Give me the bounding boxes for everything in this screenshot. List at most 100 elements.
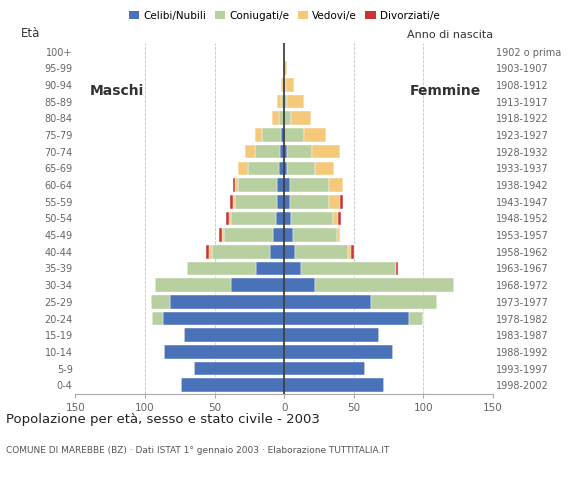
Text: Anno di nascita: Anno di nascita — [407, 30, 493, 40]
Bar — [284, 78, 285, 92]
Bar — [248, 161, 278, 175]
Bar — [284, 228, 292, 242]
Bar — [281, 78, 283, 92]
Bar — [351, 245, 354, 259]
Bar — [209, 245, 212, 259]
Bar — [290, 178, 329, 192]
Bar — [262, 128, 281, 142]
Bar — [151, 295, 170, 309]
Bar — [271, 111, 278, 125]
Bar — [278, 111, 284, 125]
Bar — [284, 312, 409, 325]
Bar — [270, 245, 284, 259]
Bar — [284, 145, 287, 158]
Bar — [277, 95, 281, 108]
Bar — [233, 195, 235, 208]
Bar — [155, 278, 231, 292]
Bar — [312, 145, 340, 158]
Bar — [284, 61, 287, 75]
Bar — [301, 262, 396, 276]
Bar — [329, 178, 343, 192]
Bar — [184, 328, 284, 342]
Bar — [329, 195, 340, 208]
Bar — [284, 95, 287, 108]
Bar — [230, 195, 233, 208]
Bar — [339, 212, 341, 225]
Bar — [278, 161, 284, 175]
Bar — [281, 128, 284, 142]
Bar — [284, 362, 365, 375]
Text: Popolazione per età, sesso e stato civile - 2003: Popolazione per età, sesso e stato civil… — [6, 413, 320, 426]
Bar — [187, 262, 256, 276]
Bar — [226, 212, 229, 225]
Bar — [231, 212, 276, 225]
Bar — [194, 362, 284, 375]
Bar — [333, 212, 339, 225]
Bar — [283, 78, 284, 92]
Bar — [255, 145, 280, 158]
Bar — [340, 195, 343, 208]
Bar — [292, 228, 337, 242]
Bar — [276, 212, 284, 225]
Bar — [284, 111, 291, 125]
Bar — [256, 262, 284, 276]
Bar — [287, 161, 315, 175]
Bar — [231, 278, 284, 292]
Bar — [238, 161, 248, 175]
Bar — [284, 195, 290, 208]
Bar — [284, 262, 301, 276]
Bar — [235, 195, 277, 208]
Bar — [348, 245, 351, 259]
Bar — [245, 145, 255, 158]
Bar — [304, 128, 326, 142]
Text: Età: Età — [21, 27, 41, 40]
Text: COMUNE DI MAREBBE (BZ) · Dati ISTAT 1° gennaio 2003 · Elaborazione TUTTITALIA.IT: COMUNE DI MAREBBE (BZ) · Dati ISTAT 1° g… — [6, 446, 389, 456]
Bar — [284, 345, 393, 359]
Bar — [285, 78, 294, 92]
Bar — [409, 312, 423, 325]
Bar — [281, 95, 284, 108]
Bar — [170, 295, 284, 309]
Bar — [287, 95, 304, 108]
Bar — [277, 195, 284, 208]
Bar — [206, 245, 209, 259]
Bar — [315, 161, 334, 175]
Bar — [284, 128, 304, 142]
Bar — [229, 212, 231, 225]
Bar — [396, 262, 398, 276]
Bar — [284, 178, 290, 192]
Bar — [284, 212, 291, 225]
Bar — [273, 228, 284, 242]
Bar — [371, 295, 437, 309]
Bar — [222, 228, 224, 242]
Bar — [295, 245, 348, 259]
Bar — [163, 312, 284, 325]
Text: Femmine: Femmine — [409, 84, 481, 98]
Bar — [181, 378, 284, 392]
Bar — [291, 212, 333, 225]
Text: Maschi: Maschi — [89, 84, 144, 98]
Bar — [284, 161, 287, 175]
Bar — [287, 145, 312, 158]
Bar — [165, 345, 284, 359]
Bar — [219, 228, 222, 242]
Bar — [284, 245, 295, 259]
Bar — [280, 145, 284, 158]
Bar — [152, 312, 163, 325]
Bar — [284, 295, 371, 309]
Bar — [224, 228, 273, 242]
Bar — [284, 378, 385, 392]
Legend: Celibi/Nubili, Coniugati/e, Vedovi/e, Divorziati/e: Celibi/Nubili, Coniugati/e, Vedovi/e, Di… — [125, 6, 444, 24]
Bar — [255, 128, 262, 142]
Bar — [291, 111, 311, 125]
Bar — [238, 178, 277, 192]
Bar — [233, 178, 235, 192]
Bar — [337, 228, 340, 242]
Bar — [235, 178, 238, 192]
Bar — [212, 245, 270, 259]
Bar — [290, 195, 329, 208]
Bar — [284, 278, 315, 292]
Bar — [277, 178, 284, 192]
Bar — [284, 328, 379, 342]
Bar — [315, 278, 454, 292]
